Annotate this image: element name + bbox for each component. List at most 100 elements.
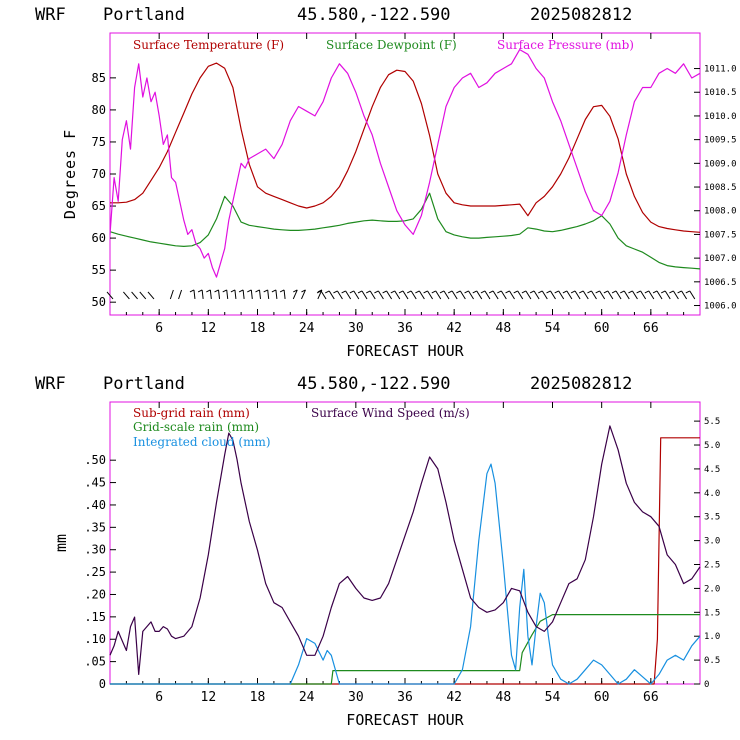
wind-barb <box>361 290 368 300</box>
wind-barb <box>131 291 138 300</box>
legend-dewpoint: Surface Dewpoint (F) <box>326 38 457 52</box>
wind-speed-line <box>109 425 701 676</box>
y2-tick-label: 1007.5 <box>704 230 737 240</box>
x-tick-label: 30 <box>348 321 364 336</box>
wind-barb-flag <box>570 290 576 294</box>
x-tick-label: 36 <box>397 690 413 705</box>
wind-barb <box>178 289 183 300</box>
wind-barb <box>435 290 442 300</box>
wind-barb <box>484 290 491 300</box>
y-tick-label: .30 <box>84 543 106 557</box>
wind-barb <box>139 291 147 300</box>
y2-tick-label: 1007.0 <box>704 254 737 264</box>
wind-barb <box>566 290 573 300</box>
grid-rain-line <box>110 613 700 685</box>
wind-barb-flag <box>390 290 396 294</box>
y-tick-label: .45 <box>84 476 106 490</box>
wind-barb-flag <box>628 290 633 294</box>
wind-barb-flag <box>301 289 306 293</box>
wind-barb-flag <box>464 290 469 294</box>
wind-barb-flag <box>197 289 203 293</box>
wind-barb-flag <box>357 290 363 294</box>
x-tick-label: 36 <box>397 321 413 336</box>
wind-barb <box>558 290 565 300</box>
legend-cloud: Integrated cloud (mm) <box>133 435 271 449</box>
wind-barb-flag <box>554 290 559 294</box>
wind-barb <box>250 289 253 300</box>
wind-barb-flag <box>279 289 285 293</box>
wind-barb-flag <box>263 289 268 293</box>
wind-barb-flag <box>685 290 691 294</box>
wind-barb <box>193 289 196 300</box>
wind-barb <box>591 290 597 300</box>
y2-tick-label: 0.5 <box>704 656 720 666</box>
y-tick-label: .35 <box>84 520 106 534</box>
wind-barb-flag <box>247 289 252 293</box>
wind-barb <box>615 290 622 300</box>
wind-barb <box>640 290 647 300</box>
x-tick-label: 66 <box>643 321 659 336</box>
x-tick-label: 60 <box>594 690 610 705</box>
wind-barb-flag <box>579 290 584 294</box>
wind-barb-flag <box>620 290 625 294</box>
wind-barb-flag <box>406 290 412 294</box>
y-tick-label: .40 <box>84 498 106 512</box>
wind-barb-flag <box>644 290 650 294</box>
y2-tick-label: 1009.5 <box>704 136 737 146</box>
temperature-y-axis: 50 55 60 65 70 75 80 85 <box>92 71 116 309</box>
y-tick-label: .10 <box>84 632 106 646</box>
precipitation-y-axis: 0 .05 .10 .15 .20 .25 .30 .35 .40 .45 .50 <box>84 453 116 691</box>
wind-barb <box>218 289 221 300</box>
wind-barb <box>283 289 286 300</box>
x-tick-label: 54 <box>545 690 561 705</box>
wind-barb <box>369 290 376 300</box>
wind-barb-flag <box>317 289 323 293</box>
wind-barb <box>320 290 327 300</box>
y2-tick-label: 1008.5 <box>704 183 737 193</box>
header-model-top: WRF <box>35 5 66 25</box>
x-tick-label: 48 <box>496 690 512 705</box>
wind-barb-flag <box>333 290 338 294</box>
x-tick-label: 42 <box>446 690 462 705</box>
wind-barb-flag <box>374 290 379 294</box>
wind-barb-flag <box>513 290 518 294</box>
wind-barbs <box>106 289 696 300</box>
y2-tick-label: 4.5 <box>704 465 720 475</box>
temperature-panel-frame <box>109 32 701 316</box>
temperature-series <box>109 48 701 278</box>
temperature-x-label: FORECAST HOUR <box>346 342 464 360</box>
wind-barb-flag <box>206 289 211 293</box>
wind-barb <box>418 290 425 300</box>
dewpoint-line <box>109 192 701 270</box>
wind-barb <box>550 290 556 300</box>
wind-barb <box>242 289 245 300</box>
wind-barb-flag <box>603 290 609 294</box>
wind-barb <box>681 290 688 300</box>
y2-tick-label: 5.5 <box>704 417 720 427</box>
x-tick-label: 60 <box>594 321 610 336</box>
temperature-y-label: Degrees F <box>61 129 79 219</box>
wind-barb <box>427 290 434 300</box>
cloud-line <box>110 463 701 685</box>
y-tick-label: 75 <box>92 135 106 149</box>
header-run-bottom: 2025082812 <box>530 374 632 394</box>
y2-tick-label: 4.0 <box>704 489 720 499</box>
wind-barb <box>353 290 360 300</box>
wind-barb <box>476 290 483 300</box>
y-tick-label: .05 <box>84 655 106 669</box>
wind-barb-flag <box>415 290 420 294</box>
wind-barb-flag <box>546 290 551 294</box>
y-tick-label: 0 <box>99 677 106 691</box>
x-tick-label: 6 <box>155 690 163 705</box>
x-tick-label: 12 <box>201 690 217 705</box>
y2-tick-label: 1011.0 <box>704 65 737 75</box>
y2-tick-label: 2.5 <box>704 561 720 571</box>
wind-barb <box>443 290 450 300</box>
header-location-bottom: Portland <box>103 374 185 394</box>
wind-barb <box>226 289 229 300</box>
legend-pressure: Surface Pressure (mb) <box>497 38 634 52</box>
wind-barb-flag <box>365 290 371 294</box>
wind-barb-flag <box>271 289 277 293</box>
wind-barb <box>541 290 548 300</box>
